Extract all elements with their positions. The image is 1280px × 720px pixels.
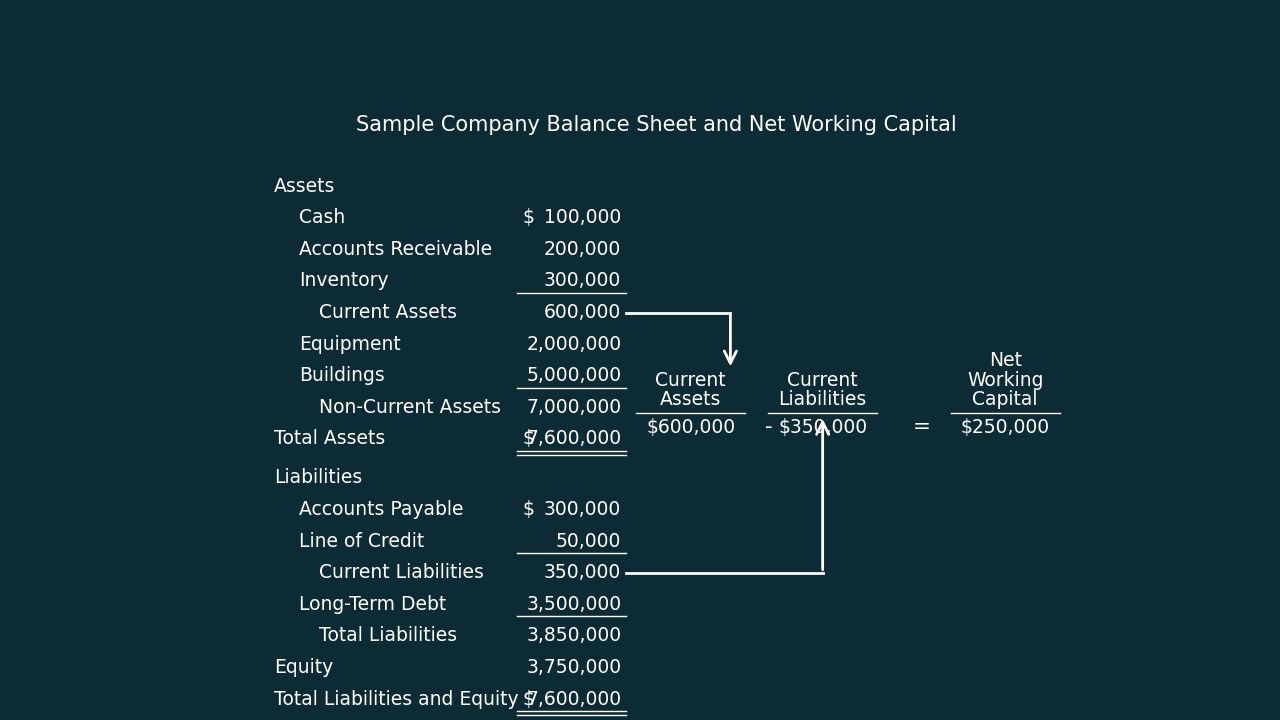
Text: -: - — [765, 418, 773, 437]
Text: Net: Net — [988, 351, 1021, 370]
Text: =: = — [913, 418, 931, 437]
Text: $: $ — [522, 430, 534, 449]
Text: Liabilities: Liabilities — [274, 468, 362, 487]
Text: Current Liabilities: Current Liabilities — [319, 563, 484, 582]
Text: Total Liabilities and Equity: Total Liabilities and Equity — [274, 690, 518, 708]
Text: Total Assets: Total Assets — [274, 430, 385, 449]
Text: Non-Current Assets: Non-Current Assets — [319, 398, 500, 417]
Text: 200,000: 200,000 — [544, 240, 621, 259]
Text: 2,000,000: 2,000,000 — [526, 335, 621, 354]
Text: 100,000: 100,000 — [544, 208, 621, 228]
Text: Liabilities: Liabilities — [778, 390, 867, 409]
Text: $: $ — [522, 208, 534, 228]
Text: $350,000: $350,000 — [778, 418, 868, 437]
Text: Accounts Receivable: Accounts Receivable — [300, 240, 492, 259]
Text: Sample Company Balance Sheet and Net Working Capital: Sample Company Balance Sheet and Net Wor… — [356, 115, 956, 135]
Text: 300,000: 300,000 — [544, 500, 621, 519]
Text: 7,600,000: 7,600,000 — [526, 430, 621, 449]
Text: Current: Current — [655, 371, 726, 390]
Text: $: $ — [522, 500, 534, 519]
Text: Equipment: Equipment — [300, 335, 401, 354]
Text: Assets: Assets — [274, 176, 335, 196]
Text: 50,000: 50,000 — [556, 531, 621, 551]
Text: 600,000: 600,000 — [544, 303, 621, 322]
Text: Buildings: Buildings — [300, 366, 384, 385]
Text: 350,000: 350,000 — [544, 563, 621, 582]
Text: Total Liabilities: Total Liabilities — [319, 626, 457, 645]
Text: 3,500,000: 3,500,000 — [526, 595, 621, 613]
Text: Capital: Capital — [973, 390, 1038, 409]
Text: $: $ — [522, 690, 534, 708]
Text: Current: Current — [787, 371, 858, 390]
Text: Current Assets: Current Assets — [319, 303, 457, 322]
Text: Cash: Cash — [300, 208, 346, 228]
Text: 7,000,000: 7,000,000 — [526, 398, 621, 417]
Text: 300,000: 300,000 — [544, 271, 621, 290]
Text: Assets: Assets — [660, 390, 722, 409]
Text: $600,000: $600,000 — [646, 418, 735, 437]
Text: 7,600,000: 7,600,000 — [526, 690, 621, 708]
Text: Long-Term Debt: Long-Term Debt — [300, 595, 447, 613]
Text: Inventory: Inventory — [300, 271, 389, 290]
Text: 5,000,000: 5,000,000 — [526, 366, 621, 385]
Text: $250,000: $250,000 — [960, 418, 1050, 437]
Text: 3,750,000: 3,750,000 — [526, 658, 621, 677]
Text: Equity: Equity — [274, 658, 333, 677]
Text: Working: Working — [966, 371, 1043, 390]
Text: Line of Credit: Line of Credit — [300, 531, 424, 551]
Text: Accounts Payable: Accounts Payable — [300, 500, 463, 519]
Text: 3,850,000: 3,850,000 — [526, 626, 621, 645]
